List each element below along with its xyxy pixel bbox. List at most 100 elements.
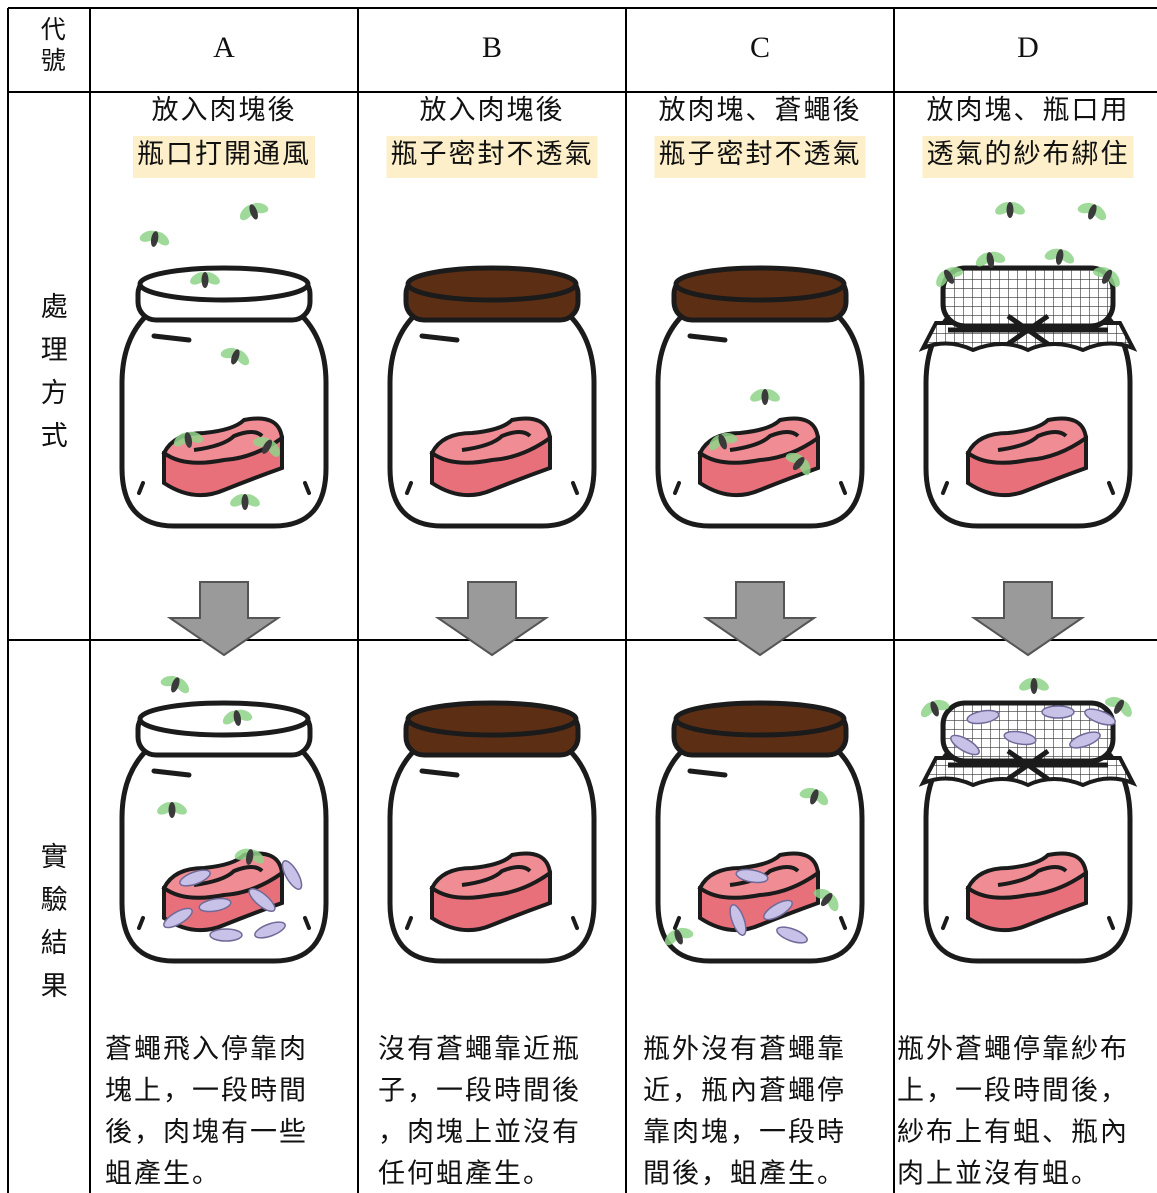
fly-body xyxy=(718,434,727,450)
fly-body xyxy=(249,204,258,220)
fly-body xyxy=(1030,678,1038,694)
maggot xyxy=(248,887,276,913)
fly-body xyxy=(168,802,176,818)
fly-body xyxy=(150,231,159,247)
fly-body xyxy=(792,457,805,471)
lid-top xyxy=(137,265,311,303)
result-line: 近，瓶內蒼蠅停 xyxy=(643,1076,846,1106)
result-line: 任何蛆產生。 xyxy=(378,1159,552,1189)
fly xyxy=(230,494,260,510)
jar-mark xyxy=(673,481,847,495)
meat-line xyxy=(729,865,800,887)
maggot xyxy=(254,921,286,939)
fly xyxy=(975,251,1006,268)
result-line: 瓶外蒼蠅停靠紗布 xyxy=(897,1034,1129,1064)
arrow xyxy=(970,581,1086,657)
maggot xyxy=(179,869,211,887)
meat-top xyxy=(965,416,1089,465)
result-line: 肉上並沒有蛆。 xyxy=(897,1159,1100,1189)
fly xyxy=(190,272,220,288)
meat-line xyxy=(997,865,1068,887)
jar-shine xyxy=(151,333,192,343)
result-line: 間後，蛆產生。 xyxy=(643,1159,846,1189)
jar-mark xyxy=(137,916,311,930)
result-line: 蛆產生。 xyxy=(105,1159,221,1189)
treatment-line: 放入肉塊後 xyxy=(420,95,565,125)
fly-body xyxy=(233,710,242,726)
highlight xyxy=(386,136,598,178)
string xyxy=(948,313,1108,347)
meat-top xyxy=(429,851,553,900)
gauze-top xyxy=(940,265,1116,329)
jar-body xyxy=(655,745,865,964)
arrow xyxy=(434,581,550,657)
result-line: 靠肉塊，一段時 xyxy=(643,1117,846,1147)
jar-shine xyxy=(151,768,192,778)
maggot xyxy=(1084,708,1116,726)
table-borders xyxy=(7,7,1157,1193)
maggot xyxy=(198,897,232,913)
treatment-line: 瓶口打開通風 xyxy=(137,139,311,169)
result-line: 沒有蒼蠅靠近瓶 xyxy=(378,1034,581,1064)
column-header: B xyxy=(482,31,502,64)
meat-top xyxy=(429,416,553,465)
result-line: 紗布上有蛆、瓶內 xyxy=(897,1117,1129,1147)
fly xyxy=(1093,267,1120,287)
fly-body xyxy=(241,494,249,510)
fly xyxy=(239,202,269,221)
column-header: A xyxy=(213,31,235,64)
fly-body xyxy=(245,849,254,865)
meat-line xyxy=(997,430,1068,452)
fly-body xyxy=(810,789,819,805)
meat-line xyxy=(461,430,532,452)
fly-body xyxy=(943,269,955,284)
result-line: 蒼蠅飛入停靠肉 xyxy=(105,1034,308,1064)
treatment-line: 瓶子密封不透氣 xyxy=(659,139,862,169)
meat-line xyxy=(193,865,264,887)
row-label: 實驗結果 xyxy=(37,842,68,1014)
arrow xyxy=(166,581,282,657)
lid-top xyxy=(673,265,847,303)
maggot xyxy=(1003,730,1037,746)
result-line: 上，一段時間後， xyxy=(897,1076,1129,1106)
fly xyxy=(222,709,253,726)
fly xyxy=(1077,202,1107,221)
highlight xyxy=(133,136,315,178)
treatment-line: 放入肉塊後 xyxy=(152,95,297,125)
maggot xyxy=(163,907,193,929)
fly-body xyxy=(261,439,273,454)
jar-mark xyxy=(941,481,1115,495)
meat-top xyxy=(697,416,821,465)
jar-mark xyxy=(405,481,579,495)
jar-mark xyxy=(137,481,311,495)
fly xyxy=(995,202,1025,218)
fly-body xyxy=(1006,202,1014,218)
jar-body xyxy=(387,310,597,529)
jar-body xyxy=(655,310,865,529)
jar-mark xyxy=(941,916,1115,930)
maggot xyxy=(1041,705,1075,719)
fly-body xyxy=(1113,699,1125,714)
fly xyxy=(920,699,950,718)
maggot xyxy=(763,899,793,921)
jar-mark xyxy=(405,916,579,930)
result-line: 塊上，一段時間 xyxy=(105,1076,308,1106)
maggot xyxy=(1069,731,1101,749)
meat-top xyxy=(161,851,285,900)
corner-label: 代號 xyxy=(37,16,66,78)
jar-body xyxy=(387,745,597,964)
fly xyxy=(708,432,738,451)
fly-body xyxy=(201,272,209,288)
result-line: 子，一段時間後 xyxy=(378,1076,581,1106)
result-line: ，肉塊上並沒有 xyxy=(378,1117,581,1147)
column-header: D xyxy=(1017,31,1039,64)
fly-body xyxy=(184,432,193,448)
string xyxy=(948,748,1108,782)
treatment-line: 透氣的紗布綁住 xyxy=(927,139,1130,169)
fly xyxy=(1105,697,1132,717)
fly xyxy=(234,848,265,865)
meat-top xyxy=(161,416,285,465)
meat-line xyxy=(729,430,800,452)
